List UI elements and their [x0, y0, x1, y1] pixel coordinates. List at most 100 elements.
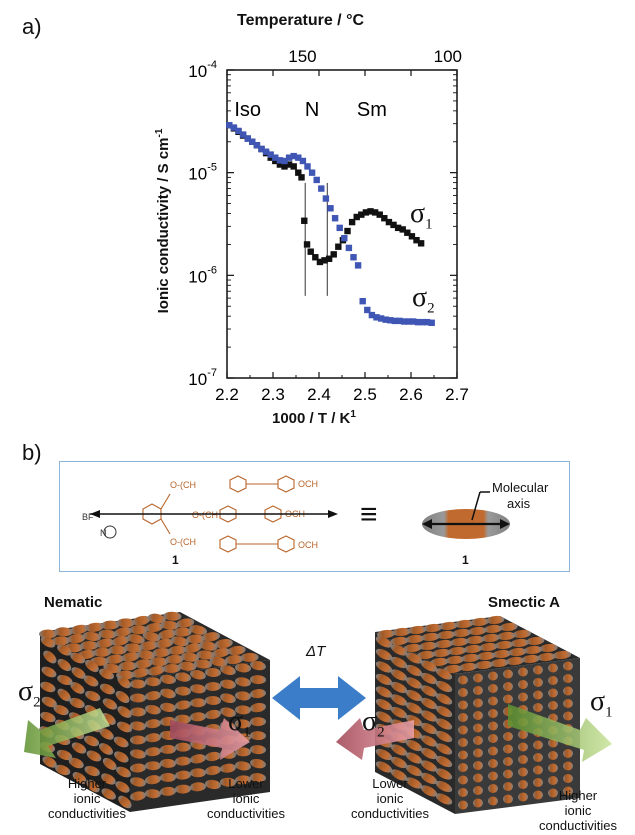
sigma1-point [404, 229, 411, 236]
smectic-molecule-end [518, 767, 528, 777]
smectic-title: Smectic A [488, 594, 560, 611]
sigma2-point [313, 176, 320, 184]
sigma1-point [385, 218, 393, 226]
nematic-molecule [175, 700, 191, 710]
nematic-molecule [220, 679, 236, 689]
smectic-molecule-end [488, 771, 498, 781]
sigma2-point [299, 157, 307, 165]
smectic-molecule [405, 777, 423, 789]
nematic-molecule [160, 620, 179, 630]
nematic-molecule [205, 667, 221, 678]
sigma1-point [367, 208, 374, 215]
sigma1-point [285, 161, 293, 168]
nematic-molecule [175, 784, 191, 794]
nematic-molecule [102, 757, 117, 771]
delta-t-arrow[interactable] [272, 676, 366, 720]
sigma2-point [331, 215, 339, 222]
smectic-molecule-end [458, 788, 468, 797]
smectic-molecule-end [473, 761, 483, 770]
y-tick-exp: -6 [207, 264, 217, 276]
smectic-molecule [526, 636, 545, 646]
nematic-molecule [220, 707, 236, 717]
sigma2-point [350, 254, 357, 261]
nematic-molecule [117, 721, 132, 733]
top-tick-label: 100 [434, 47, 462, 66]
smectic-molecule [375, 698, 393, 711]
smectic-molecule [435, 743, 453, 755]
sigma2-point [354, 262, 362, 269]
smectic-molecule-end [563, 661, 573, 671]
nematic-molecule [190, 698, 206, 708]
smectic-molecule [390, 756, 408, 769]
nematic-molecule [165, 654, 184, 664]
sigma1-point [394, 224, 402, 232]
smectic-molecule-end [458, 688, 468, 697]
nematic-molecule [145, 677, 161, 687]
smectic-molecule [375, 711, 393, 723]
smectic-molecule-end [563, 786, 573, 796]
panel-b-label: b) [22, 440, 42, 465]
nematic-molecule [40, 711, 56, 723]
nematic-molecule [113, 736, 129, 748]
smectic-molecule-end [533, 778, 543, 787]
smectic-molecule [403, 643, 422, 653]
smectic-molecule [452, 628, 471, 638]
nematic-molecule [132, 615, 151, 626]
sigma2-point [341, 234, 348, 242]
nematic-sigma2: σ2 [18, 676, 41, 711]
chain-3: O-(CH [170, 537, 196, 547]
chain-1: O-(CH [170, 480, 196, 490]
nematic-molecule [69, 697, 85, 709]
nematic-molecule [214, 639, 233, 649]
nematic-molecule [155, 638, 174, 649]
x-tick-label: 2.3 [261, 385, 285, 404]
nematic-molecule [137, 650, 156, 660]
nematic-molecule [84, 735, 100, 747]
smectic-molecule [390, 706, 408, 719]
smectic-molecule [392, 627, 411, 637]
smectic-molecule-end [458, 725, 468, 735]
nematic-molecule [212, 647, 231, 658]
nematic-molecule [71, 667, 86, 679]
smectic-molecule [420, 672, 438, 685]
nematic-molecule [68, 757, 84, 769]
sigma1-point [276, 161, 284, 168]
nematic-molecule [71, 742, 87, 754]
nematic-molecule [121, 652, 140, 662]
molecular-axis-label-2: axis [507, 496, 531, 511]
nematic-molecule [181, 652, 200, 662]
smectic-molecule [405, 652, 423, 664]
sigma1-point [312, 254, 319, 261]
nematic-molecule [145, 775, 161, 785]
phase-boundaries [304, 182, 328, 296]
sigma1-point [301, 217, 308, 224]
right-higher-label: Higher ionic conductivities [538, 788, 618, 833]
sigma2-point [249, 138, 256, 145]
smectic-molecule-end [533, 765, 543, 775]
sigma1-point [330, 251, 337, 258]
nematic-molecule [101, 620, 120, 630]
smectic-molecule [375, 673, 393, 686]
smectic-molecule [468, 626, 487, 636]
smectic-molecule-end [533, 665, 543, 675]
sigma2-point [226, 121, 233, 129]
nematic-molecule [148, 613, 166, 624]
sigma2-point [290, 152, 297, 160]
nematic-molecule [235, 747, 251, 757]
smectic-molecule [435, 718, 453, 730]
smectic-molecule [375, 748, 393, 761]
molecule-axis-arrowhead-left [90, 510, 100, 518]
smectic-molecule [390, 681, 408, 694]
nematic-molecule [57, 688, 71, 702]
smectic-molecule [486, 615, 505, 625]
y-tick-exp: -7 [207, 367, 217, 379]
smectic-molecule-end [563, 674, 573, 683]
smectic-molecule-end [488, 709, 498, 718]
smectic-molecule-end [488, 734, 498, 743]
och3-3: OCH [298, 540, 318, 550]
nematic-molecule [205, 709, 221, 720]
nematic-molecule [101, 713, 116, 725]
nematic-molecule [175, 672, 191, 682]
sigma2-point [391, 317, 399, 325]
nematic-molecule [162, 663, 181, 673]
